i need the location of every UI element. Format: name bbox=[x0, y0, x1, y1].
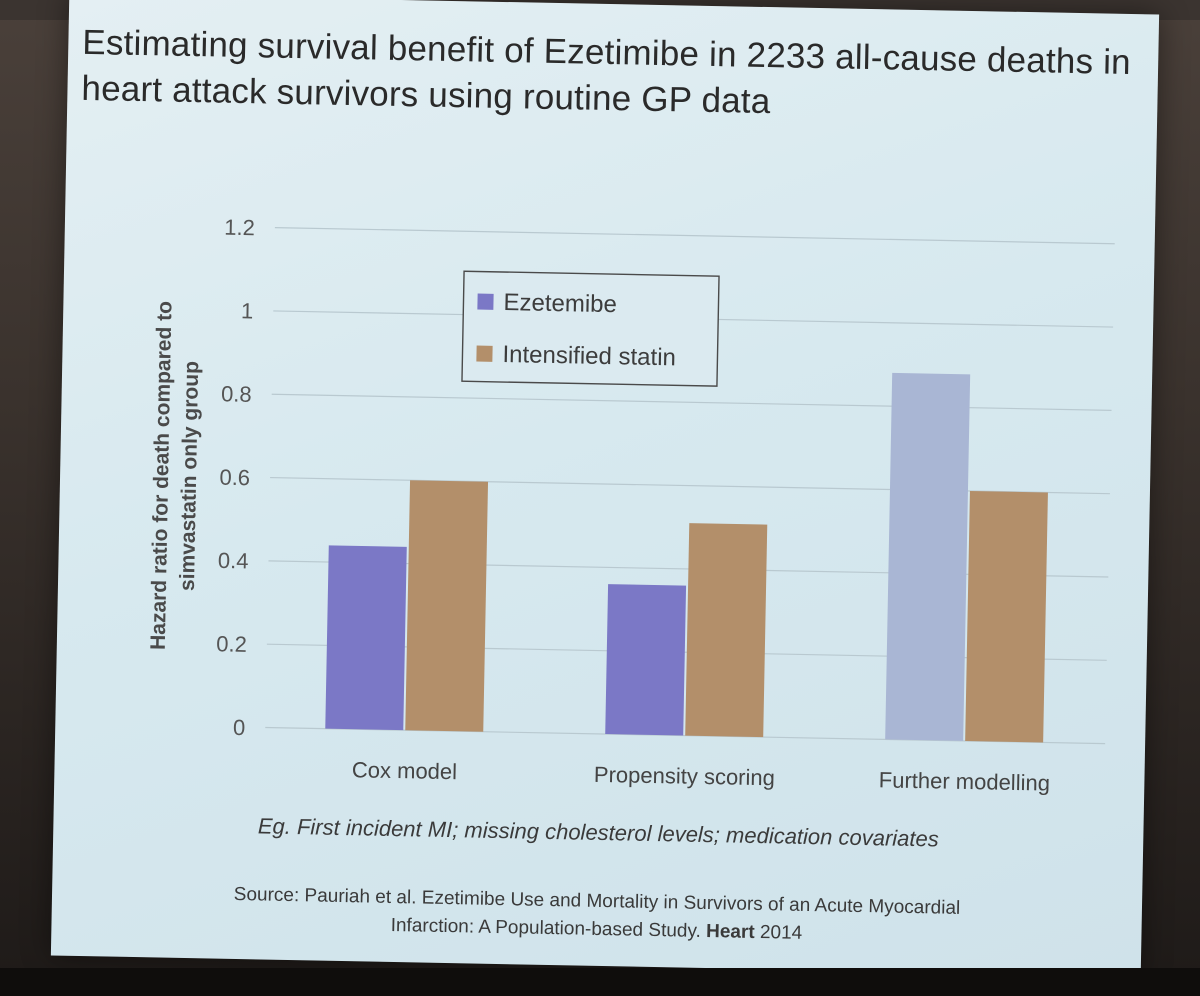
chart-bars bbox=[325, 372, 1048, 743]
ytick-label-0: 0 bbox=[233, 715, 246, 740]
legend-label-1: Intensified statin bbox=[502, 341, 676, 371]
source-line-2-text: Infarction: A Population-based Study. bbox=[390, 914, 702, 942]
chart-axes: 0 0.2 0.4 0.6 0.8 1 1.2 Hazard ratio for death … bbox=[147, 215, 255, 740]
legend-swatch-0 bbox=[477, 293, 494, 310]
bar-ezetemibe-1 bbox=[605, 584, 687, 736]
legend-swatch-1 bbox=[476, 345, 493, 362]
bottom-shadow bbox=[0, 968, 1200, 996]
legend-label-0: Ezetemibe bbox=[503, 289, 617, 318]
bar-intensified-statin-2 bbox=[965, 491, 1048, 743]
chart-labels: Cox model Propensity scoring Further model… bbox=[352, 757, 1051, 795]
gridline-6 bbox=[274, 227, 1115, 245]
ytick-label-1: 0.2 bbox=[216, 631, 247, 657]
x-category-label-0: Cox model bbox=[352, 757, 458, 784]
ytick-label-4: 0.8 bbox=[221, 381, 252, 407]
chart-legend: Ezetemibe Intensified statin bbox=[461, 270, 720, 387]
y-axis-title-line-1: Hazard ratio for death compared to bbox=[147, 301, 177, 650]
bar-ezetemibe-0 bbox=[325, 545, 407, 731]
chart-svg: 0 0.2 0.4 0.6 0.8 1 1.2 Hazard ratio for death … bbox=[147, 215, 1115, 796]
ytick-label-3: 0.6 bbox=[219, 465, 250, 491]
source-journal: Heart bbox=[705, 921, 755, 943]
bar-chart: 0 0.2 0.4 0.6 0.8 1 1.2 Hazard ratio for death … bbox=[114, 195, 1135, 814]
bar-ezetemibe-2 bbox=[885, 372, 971, 741]
source-citation: Source: Pauriah et al. Ezetimibe Use and… bbox=[51, 877, 1142, 954]
presentation-slide: Estimating survival benefit of Ezetimibe… bbox=[50, 0, 1160, 977]
ytick-label-5: 1 bbox=[241, 298, 254, 323]
footnote: Eg. First incident MI; missing cholester… bbox=[257, 813, 940, 852]
ytick-label-6: 1.2 bbox=[224, 215, 255, 241]
y-axis-title-line-2: simvastatin only group bbox=[176, 361, 203, 591]
ytick-label-2: 0.4 bbox=[218, 548, 249, 574]
x-category-label-1: Propensity scoring bbox=[594, 762, 775, 790]
bar-intensified-statin-0 bbox=[405, 480, 489, 732]
gridline-4 bbox=[271, 393, 1112, 411]
source-year: 2014 bbox=[759, 922, 803, 944]
x-category-label-2: Further modelling bbox=[879, 767, 1051, 795]
slide-title: Estimating survival benefit of Ezetimibe… bbox=[81, 20, 1143, 132]
legend-box bbox=[461, 270, 720, 387]
bar-intensified-statin-1 bbox=[685, 523, 768, 738]
